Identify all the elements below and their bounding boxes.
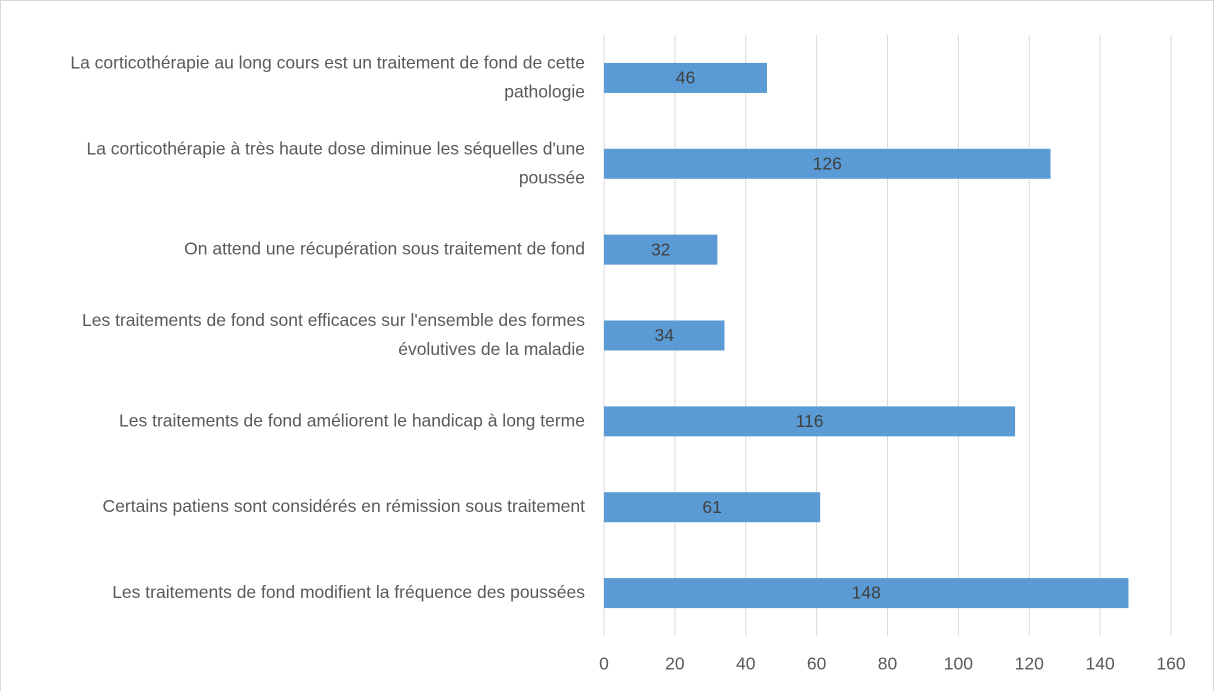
y-tick-label: Certains patiens sont considérés en rémi… xyxy=(103,496,586,516)
data-label: 34 xyxy=(655,325,675,345)
x-tick-label: 40 xyxy=(736,654,756,674)
bar xyxy=(604,320,725,351)
y-tick-label: Les traitements de fond sont efficaces s… xyxy=(82,310,585,359)
x-tick-label: 0 xyxy=(599,654,609,674)
x-tick-label: 60 xyxy=(807,654,827,674)
y-tick-label: Les traitements de fond modifient la fré… xyxy=(112,582,585,602)
data-label: 32 xyxy=(651,239,670,259)
x-tick-label: 20 xyxy=(665,654,685,674)
y-tick-label: La corticothérapie au long cours est un … xyxy=(70,52,585,101)
bar xyxy=(604,62,768,93)
data-label: 148 xyxy=(852,583,881,603)
y-tick-label: La corticothérapie à très haute dose dim… xyxy=(86,138,585,187)
y-tick-label: On attend une récupération sous traiteme… xyxy=(184,238,585,258)
bar xyxy=(604,406,1016,437)
x-tick-label: 120 xyxy=(1015,654,1044,674)
x-tick-label: 80 xyxy=(878,654,898,674)
data-label: 61 xyxy=(702,497,721,517)
data-label: 116 xyxy=(796,411,824,431)
x-tick-label: 100 xyxy=(944,654,973,674)
bar xyxy=(604,492,821,523)
bar xyxy=(604,148,1051,179)
data-label: 46 xyxy=(676,68,695,88)
data-label: 126 xyxy=(813,153,842,173)
y-tick-label: Les traitements de fond améliorent le ha… xyxy=(119,410,585,430)
bar xyxy=(604,578,1129,609)
x-tick-label: 160 xyxy=(1156,654,1185,674)
x-tick-label: 140 xyxy=(1086,654,1115,674)
bar xyxy=(604,234,718,265)
